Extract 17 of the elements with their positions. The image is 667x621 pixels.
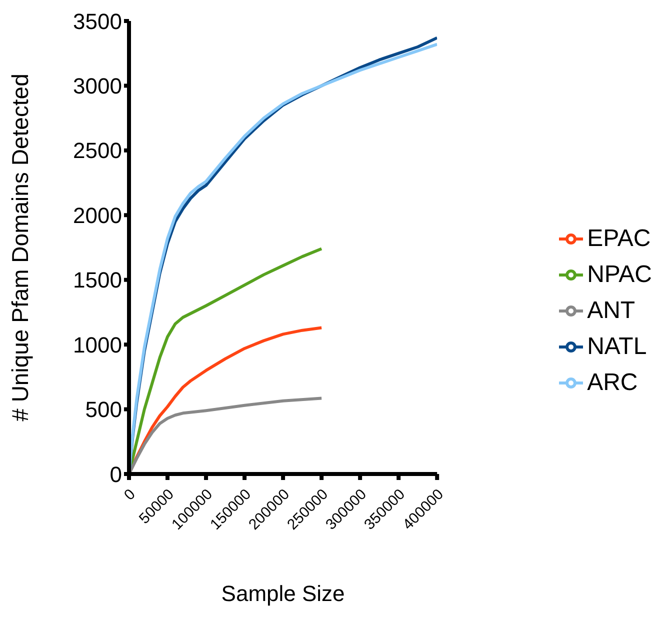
y-tick-label: 3500 bbox=[73, 8, 122, 34]
legend-label: ARC bbox=[587, 368, 638, 396]
legend-label: ANT bbox=[587, 296, 636, 324]
y-tick-label: 3000 bbox=[73, 74, 122, 99]
legend-label: NPAC bbox=[587, 260, 652, 288]
y-tick-label: 500 bbox=[85, 397, 122, 422]
y-tick-label: 0 bbox=[110, 462, 122, 487]
x-tick-label: 0 bbox=[120, 486, 139, 504]
y-tick-label: 2000 bbox=[73, 202, 122, 228]
line-series bbox=[129, 396, 324, 474]
y-tick-label: 2500 bbox=[73, 138, 122, 164]
legend-label: EPAC bbox=[587, 224, 651, 252]
y-tick-label: 1500 bbox=[73, 268, 122, 293]
legend-label: NATL bbox=[587, 332, 647, 360]
x-axis-title: Sample Size bbox=[221, 581, 345, 606]
y-axis-title: # Unique Pfam Domains Detected bbox=[7, 74, 34, 422]
y-tick-label: 1000 bbox=[73, 332, 122, 358]
